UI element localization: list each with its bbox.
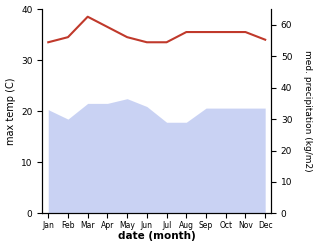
- Y-axis label: med. precipitation (kg/m2): med. precipitation (kg/m2): [303, 50, 313, 172]
- Y-axis label: max temp (C): max temp (C): [5, 78, 16, 145]
- X-axis label: date (month): date (month): [118, 231, 196, 242]
